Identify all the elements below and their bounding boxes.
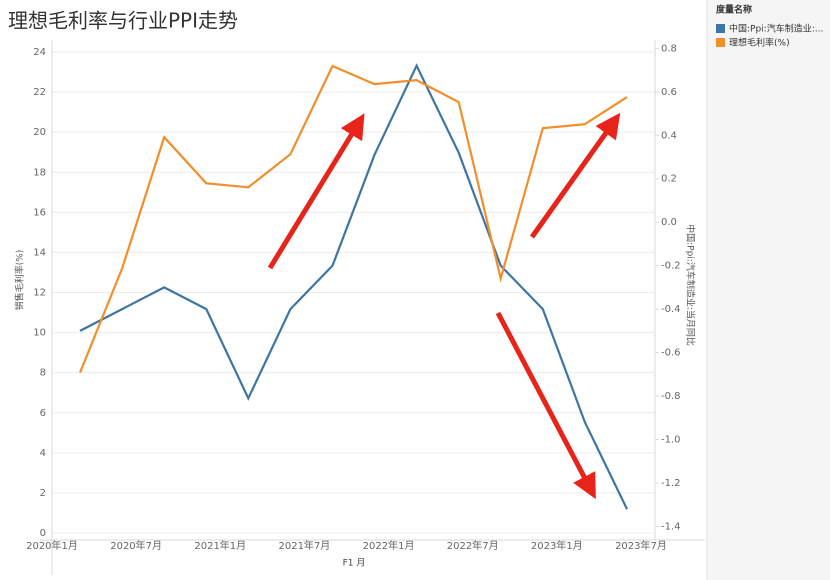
y-tick-label: 22 [33, 87, 46, 98]
y2-tick-label: -1.2 [661, 478, 681, 489]
y-axis-label: 销售毛利率(%) [14, 250, 26, 311]
y-tick-label: 10 [33, 328, 46, 339]
y2-tick-label: 0.4 [661, 130, 677, 141]
y-tick-label: 6 [40, 408, 46, 419]
y2-tick-label: -1.0 [661, 435, 681, 446]
y2-tick-label: -0.4 [661, 304, 681, 315]
series-line [78, 64, 628, 374]
y2-tick-label: -0.2 [661, 261, 681, 272]
y-tick-label: 24 [33, 47, 46, 58]
x-axis-label: F1 月 [343, 558, 366, 569]
y2-tick-label: 0.8 [661, 43, 677, 54]
x-tick-label: 2020年1月 [26, 539, 78, 552]
x-tick-label: 2021年7月 [279, 539, 331, 552]
legend-label: 中国:Ppi:汽车制造业:... [729, 23, 823, 35]
y-tick-label: 2 [40, 488, 46, 499]
y-tick-label: 20 [33, 127, 46, 138]
x-tick-label: 2023年1月 [531, 539, 583, 552]
x-tick-label: 2022年1月 [363, 539, 415, 552]
legend-title: 度量名称 [716, 4, 752, 16]
y2-tick-label: -0.8 [661, 391, 681, 402]
y2-tick-label: -1.4 [661, 521, 681, 532]
chart-title: 理想毛利率与行业PPI走势 [8, 9, 238, 33]
y2-axis-label: 中国:Ppi:汽车制造业:当月同比 [685, 224, 697, 346]
y-tick-label: 16 [33, 207, 46, 218]
x-tick-label: 2022年7月 [447, 539, 499, 552]
y-tick-label: 0 [40, 528, 46, 539]
y2-tick-label: 0.6 [661, 87, 677, 98]
y-tick-label: 4 [40, 448, 46, 459]
annotation-arrow [267, 113, 365, 270]
y2-tick-label: -0.6 [661, 348, 681, 359]
annotation-arrow [529, 112, 621, 239]
y-tick-label: 12 [33, 288, 46, 299]
x-tick-label: 2020年7月 [110, 539, 162, 552]
y-tick-label: 18 [33, 167, 46, 178]
legend-swatch [716, 24, 725, 33]
legend-panel [708, 0, 830, 580]
x-tick-label: 2021年1月 [194, 539, 246, 552]
annotation-arrow [495, 311, 596, 500]
x-tick-label: 2023年7月 [615, 539, 667, 552]
legend-swatch [716, 38, 725, 47]
y2-tick-label: 0.0 [661, 217, 677, 228]
legend-label: 理想毛利率(%) [729, 37, 790, 49]
y2-tick-label: 0.2 [661, 174, 677, 185]
series-line [79, 63, 628, 510]
y-tick-label: 14 [33, 247, 46, 258]
y-tick-label: 8 [40, 368, 46, 379]
